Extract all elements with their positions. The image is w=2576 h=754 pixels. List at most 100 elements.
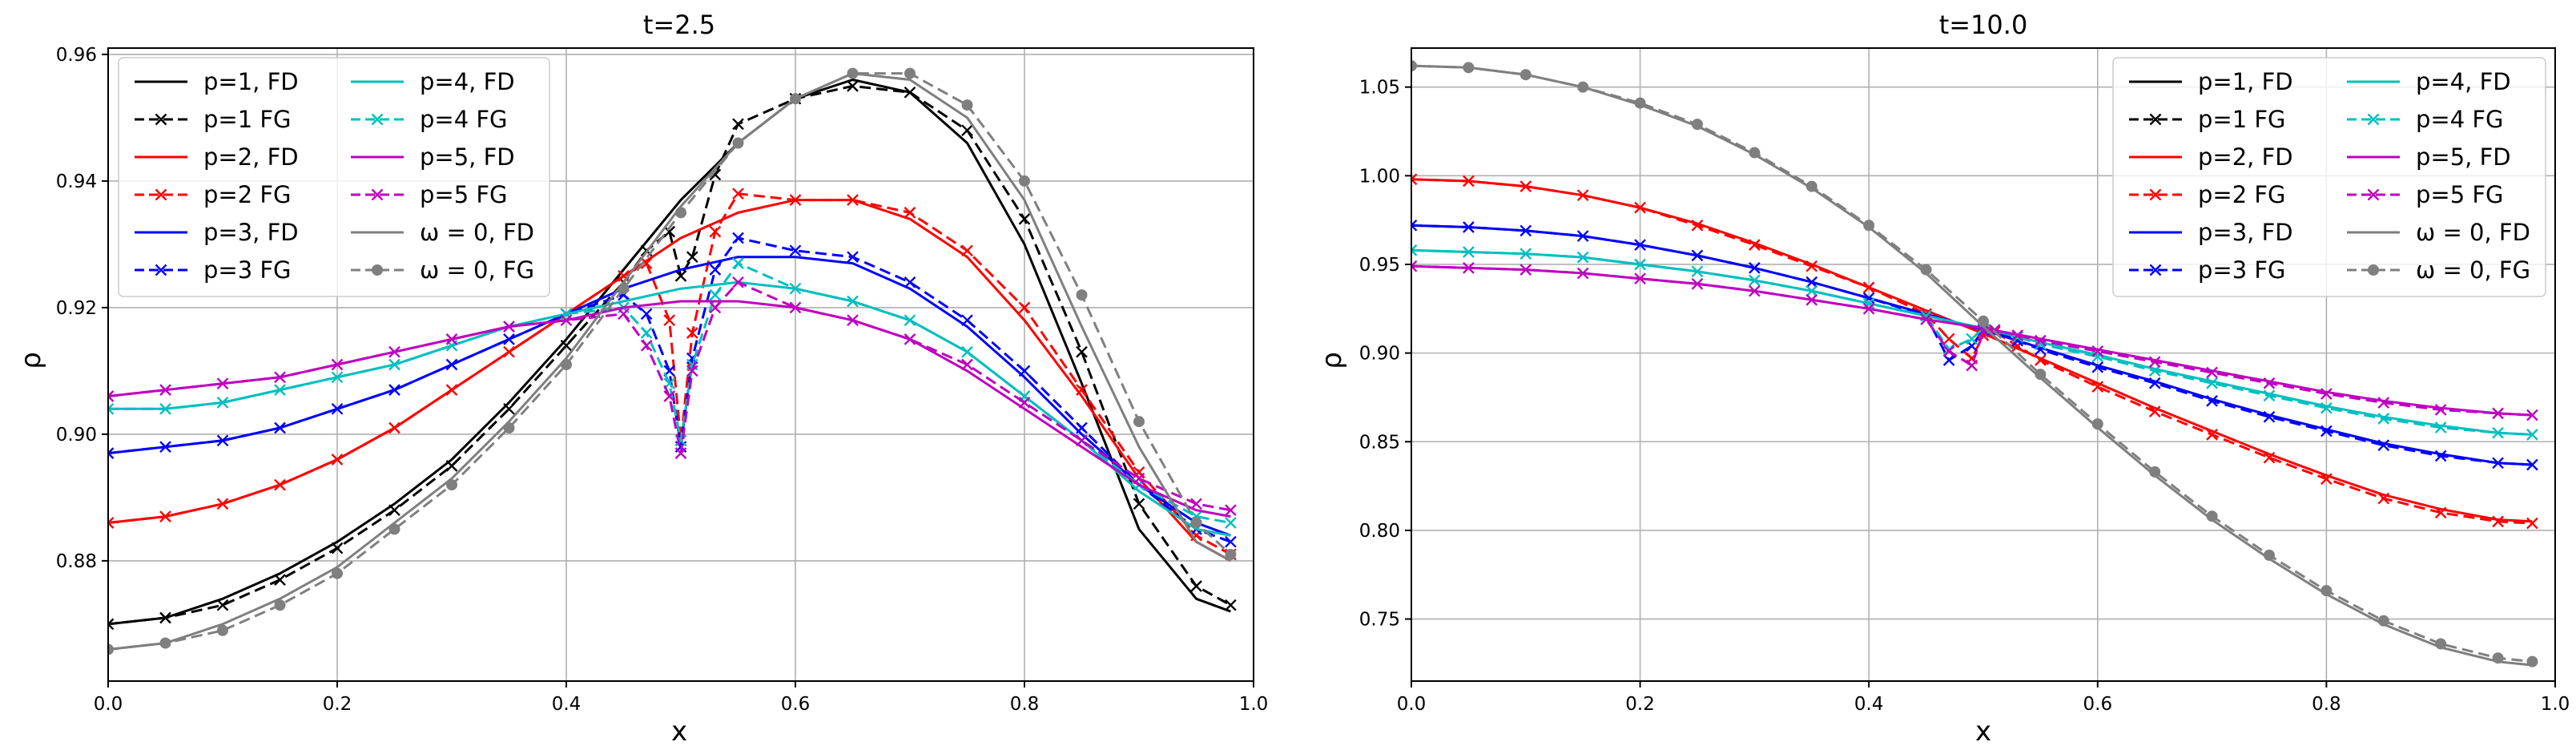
data-point-7-21 xyxy=(2377,413,2390,425)
data-point-1-22 xyxy=(1133,498,1145,510)
data-point-11-13 xyxy=(2149,466,2161,478)
data-point-5-10 xyxy=(640,308,653,321)
series-line-10 xyxy=(108,72,1232,651)
data-point-5-14 xyxy=(709,264,722,276)
data-point-11-20 xyxy=(2526,655,2538,667)
data-point-7-2 xyxy=(1519,248,1532,260)
data-point-3-18 xyxy=(2206,429,2218,441)
data-point-1-2 xyxy=(216,599,229,611)
data-point-1-20 xyxy=(1018,212,1031,225)
data-point-11-20 xyxy=(1225,549,1237,560)
data-point-7-2 xyxy=(216,397,229,409)
data-point-9-9 xyxy=(1920,313,1932,325)
data-point-7-14 xyxy=(709,288,722,301)
data-point-9-21 xyxy=(2377,397,2390,409)
legend-label-10: ω = 0, FD xyxy=(2416,219,2530,246)
data-point-9-22 xyxy=(2434,404,2447,416)
data-point-1-24 xyxy=(1225,599,1237,611)
legend-label-6: p=4, FD xyxy=(2416,68,2511,95)
data-point-7-5 xyxy=(388,358,400,371)
data-point-5-7 xyxy=(1805,276,1818,288)
data-point-9-16 xyxy=(2091,345,2104,357)
data-point-9-5 xyxy=(388,345,400,358)
data-point-11-9 xyxy=(618,283,630,295)
data-point-3-6 xyxy=(445,384,458,396)
data-point-11-9 xyxy=(1920,264,1932,276)
data-point-1-13 xyxy=(686,251,698,264)
x-tick-label: 0.8 xyxy=(2312,694,2341,715)
data-point-5-5 xyxy=(1691,249,1704,262)
data-point-11-6 xyxy=(446,479,457,491)
x-tick-label: 1.0 xyxy=(2541,694,2570,715)
data-point-7-11 xyxy=(1966,333,1978,345)
data-point-3-20 xyxy=(1018,301,1031,314)
legend-label-9: p=5 FG xyxy=(2416,181,2504,208)
data-point-9-3 xyxy=(1576,267,1589,280)
data-point-7-24 xyxy=(2526,429,2538,441)
data-point-9-4 xyxy=(331,358,344,371)
data-point-7-24 xyxy=(1225,517,1237,529)
data-point-9-19 xyxy=(2263,377,2276,389)
data-point-9-14 xyxy=(709,301,722,314)
data-point-11-4 xyxy=(1634,97,1646,109)
data-point-5-16 xyxy=(789,244,802,257)
y-axis-label: ρ xyxy=(15,352,47,369)
data-point-3-7 xyxy=(1805,260,1818,272)
legend-marker-3 xyxy=(155,188,167,201)
data-point-7-7 xyxy=(1805,284,1818,297)
data-point-9-10 xyxy=(1942,345,1955,357)
legend-label-0: p=1, FD xyxy=(203,68,299,95)
data-point-5-16 xyxy=(2091,361,2104,373)
data-point-5-4 xyxy=(331,402,344,415)
data-point-9-15 xyxy=(2035,334,2047,347)
data-point-11-6 xyxy=(1749,147,1761,159)
data-point-1-3 xyxy=(274,574,286,586)
axes-frame xyxy=(107,47,1254,682)
chart-title: t=2.5 xyxy=(643,10,715,40)
x-tick-label: 0.6 xyxy=(2083,694,2113,715)
data-point-9-7 xyxy=(1805,293,1818,306)
data-point-5-1 xyxy=(159,441,171,454)
data-point-3-10 xyxy=(640,257,653,269)
data-point-9-0 xyxy=(1411,260,1418,272)
data-point-9-7 xyxy=(503,321,515,333)
data-point-3-4 xyxy=(331,454,344,466)
data-point-7-3 xyxy=(274,384,286,396)
data-point-1-5 xyxy=(388,504,400,517)
data-point-9-1 xyxy=(159,384,171,396)
data-point-11-12 xyxy=(2091,418,2103,430)
data-point-3-24 xyxy=(2526,517,2538,530)
data-point-3-16 xyxy=(2091,381,2104,393)
data-point-11-15 xyxy=(2264,549,2275,561)
legend-marker-1 xyxy=(155,113,167,126)
data-point-3-1 xyxy=(1463,175,1475,187)
data-point-9-23 xyxy=(2492,407,2504,420)
data-point-5-1 xyxy=(1463,221,1475,233)
data-point-3-13 xyxy=(686,327,698,339)
legend-label-5: p=3 FG xyxy=(203,256,292,284)
legend-marker-7 xyxy=(371,113,384,126)
chart-panel-t10: t=10.0 x ρ 0.0 0.2 0.4 0.6 0.8 1.0 0.75 0.80 0.8… xyxy=(1316,10,2570,748)
data-point-11-19 xyxy=(2492,652,2504,664)
data-point-5-6 xyxy=(1749,262,1761,274)
legend-label-7: p=4 FG xyxy=(2416,106,2504,133)
data-point-11-2 xyxy=(217,624,228,636)
y-tick-label: 0.90 xyxy=(1359,344,1400,365)
y-tick-label: 0.90 xyxy=(56,425,97,446)
data-point-9-4 xyxy=(1634,272,1646,285)
x-tick-label: 0.4 xyxy=(552,694,582,715)
data-point-3-0 xyxy=(108,517,115,529)
data-point-3-1 xyxy=(159,510,171,522)
legend: p=1, FD p=1 FG p=2, FD p=2 FG p=3, FD p=3 FG p… xyxy=(2112,57,2546,297)
data-point-7-19 xyxy=(2263,389,2276,402)
data-point-3-17 xyxy=(2148,405,2161,417)
legend-label-5: p=3 FG xyxy=(2198,256,2286,284)
data-point-1-8 xyxy=(560,339,573,352)
data-point-3-8 xyxy=(1862,281,1875,294)
data-point-9-5 xyxy=(1691,277,1704,290)
data-point-11-18 xyxy=(1133,416,1145,428)
data-point-9-9 xyxy=(618,308,630,321)
data-point-11-5 xyxy=(388,523,400,535)
data-point-9-17 xyxy=(2148,356,2161,369)
data-point-7-16 xyxy=(789,282,802,295)
